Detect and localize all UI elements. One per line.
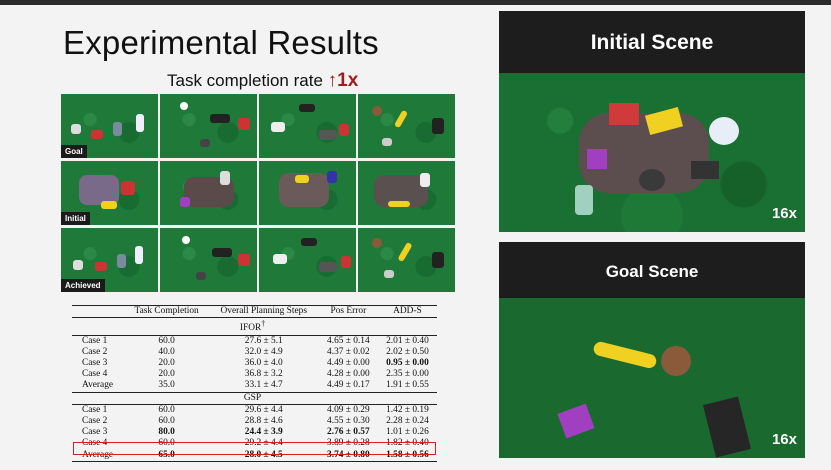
- initial-scene-image: [499, 73, 805, 232]
- table-row: Case 2 40.0 32.0 ± 4.9 4.37 ± 0.02 2.02 ± 0.…: [82, 346, 429, 357]
- subtitle-text: Task completion rate: [167, 71, 328, 90]
- table-row: Case 4 60.0 29.2 ± 4.4 3.89 ± 0.28 1.82 ± 0.…: [82, 438, 429, 449]
- highlight-box: [73, 442, 436, 455]
- achieved-row-label: Achieved: [61, 279, 105, 292]
- table-row: Case 1 60.0 27.6 ± 5.1 4.65 ± 0.14 2.01 ± 0.…: [82, 335, 429, 346]
- slide-subtitle: Task completion rate ↑1x: [167, 70, 358, 92]
- initial-row-label: Initial: [61, 212, 90, 225]
- slide-title: Experimental Results: [63, 24, 379, 61]
- achieved-image-1: [61, 228, 158, 292]
- header-cell: Task Completion: [134, 306, 199, 316]
- header-cell: ADD-S: [393, 306, 422, 316]
- goal-scene-image: [499, 298, 805, 458]
- top-bar: [0, 0, 831, 5]
- section-row-ifor: IFOR†: [72, 318, 437, 336]
- initial-scene-title: Initial Scene: [590, 31, 714, 54]
- header-cell: [72, 306, 125, 318]
- section-label: GSP: [243, 392, 262, 403]
- table-row: Case 2 60.0 28.8 ± 4.6 4.55 ± 0.30 2.28 ± 0.…: [82, 415, 429, 426]
- table-row: Case 1 60.0 29.6 ± 4.4 4.09 ± 0.29 1.42 ± 0.…: [82, 404, 429, 415]
- goal-image-3: [259, 94, 356, 158]
- achieved-image-4: [358, 228, 455, 292]
- subtitle-arrow: ↑1x: [327, 70, 359, 91]
- section-row-gsp: GSP: [72, 392, 437, 405]
- goal-row-label: Goal: [61, 145, 87, 158]
- initial-image-3: [259, 161, 356, 225]
- initial-image-4: [358, 161, 455, 225]
- achieved-image-2: [160, 228, 257, 292]
- table-row: Case 4 20.0 36.8 ± 3.2 4.28 ± 0.00 2.35 ± 0.…: [82, 369, 429, 380]
- goal-row: Goal: [61, 94, 455, 158]
- achieved-row: Achieved: [61, 228, 455, 292]
- initial-image-2: [160, 161, 257, 225]
- goal-zoom-label: 16x: [771, 431, 797, 448]
- goal-scene-title: Goal Scene: [605, 262, 699, 281]
- initial-row: Initial: [61, 161, 455, 225]
- achieved-image-3: [259, 228, 356, 292]
- table-row: Case 3 80.0 24.4 ± 3.9 2.76 ± 0.57 1.01 ± 0.…: [82, 427, 429, 438]
- initial-scene-panel: Initial Scene 16x: [499, 11, 805, 232]
- results-table: Task Completion Overall Planning Steps P…: [72, 305, 437, 462]
- table-header-row: Task Completion Overall Planning Steps P…: [72, 305, 437, 318]
- section-label: IFOR†: [239, 319, 266, 334]
- initial-zoom-label: 16x: [771, 205, 797, 222]
- goal-scene-panel: Goal Scene 16x: [499, 242, 805, 458]
- goal-image-4: [358, 94, 455, 158]
- goal-image-2: [160, 94, 257, 158]
- table-row: Average 35.0 33.1 ± 4.7 4.49 ± 0.17 1.91 ± 0…: [72, 380, 437, 393]
- header-cell: Pos Error: [330, 306, 367, 316]
- header-cell: Overall Planning Steps: [220, 306, 307, 316]
- table-row: Case 3 20.0 36.0 ± 4.0 4.49 ± 0.00 0.95 ± 0.…: [82, 357, 429, 368]
